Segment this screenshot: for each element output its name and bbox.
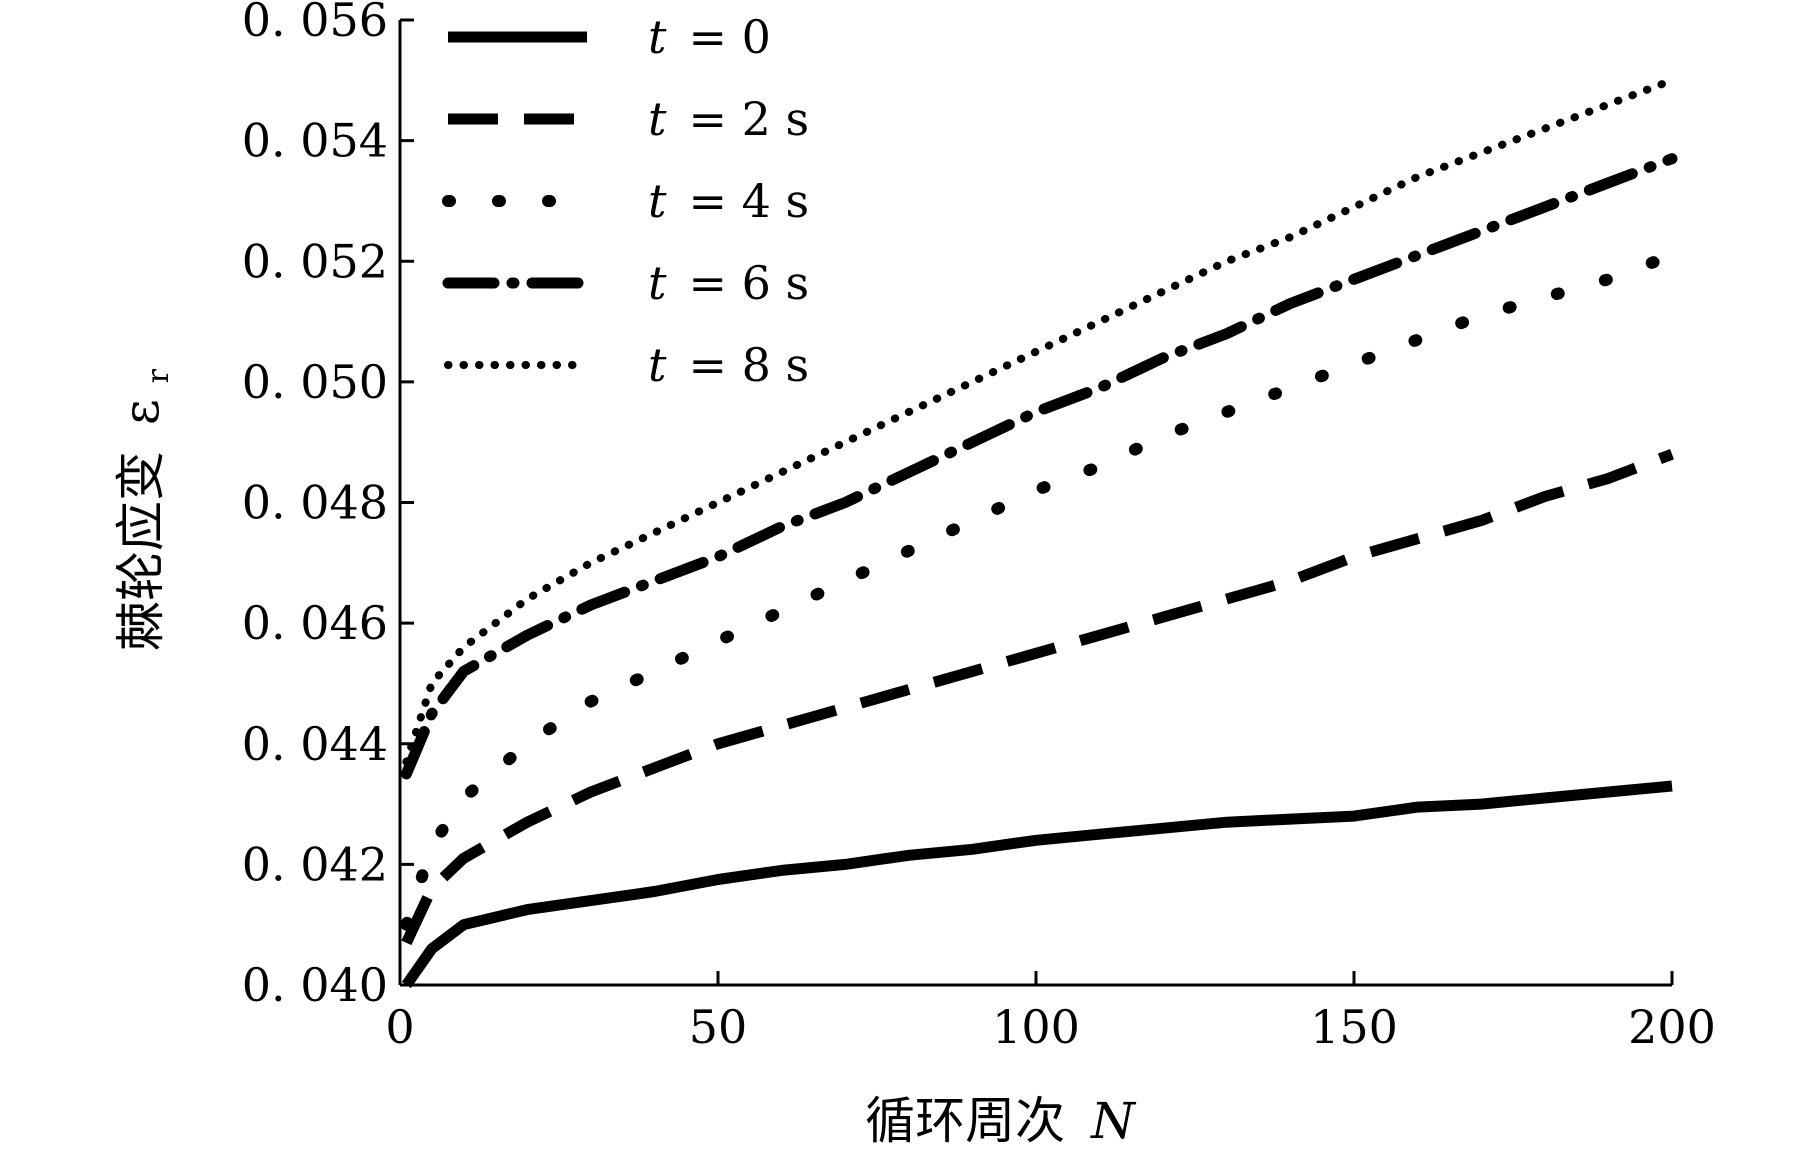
plot-area	[400, 76, 1678, 989]
y-tick-label: 0. 054	[242, 114, 388, 168]
x-axis-title: 循环周次 N	[865, 1092, 1137, 1150]
y-axis-title-text: 棘轮应变	[112, 451, 170, 651]
x-tick-label: 150	[1310, 1000, 1398, 1054]
x-tick-label: 50	[689, 1000, 748, 1054]
x-tick-label: 100	[992, 1000, 1080, 1054]
y-tick-label: 0. 048	[242, 476, 388, 530]
legend-label-4: t = 8 s	[648, 338, 809, 392]
legend-label-variable: t	[648, 10, 667, 64]
y-axis-title-variable: ε	[112, 399, 170, 425]
legend-label-1: t = 2 s	[648, 92, 809, 146]
series-line-4	[402, 76, 1676, 766]
legend-label-value: = 0	[689, 10, 771, 64]
x-tick-label: 200	[1628, 1000, 1716, 1054]
series-line-0	[401, 780, 1673, 989]
legend-label-value: = 6 s	[689, 256, 810, 310]
y-tick-label: 0. 042	[242, 837, 388, 891]
legend-label-value: = 2 s	[689, 92, 810, 146]
y-axis-title: 棘轮应变 ε r	[112, 368, 176, 651]
legend-label-2: t = 4 s	[648, 174, 809, 228]
legend-label-0: t = 0	[648, 10, 771, 64]
legend-label-variable: t	[648, 174, 667, 228]
y-tick-label: 0. 044	[242, 717, 388, 771]
legend-label-3: t = 6 s	[648, 256, 809, 310]
y-tick-label: 0. 050	[242, 355, 388, 409]
legend-label-variable: t	[648, 338, 667, 392]
y-axis-title-subscript: r	[141, 368, 176, 383]
legend-label-value: = 8 s	[689, 338, 810, 392]
x-axis-title-text: 循环周次	[865, 1092, 1065, 1150]
x-axis-title-variable: N	[1090, 1092, 1137, 1150]
legend-label-value: = 4 s	[689, 174, 810, 228]
x-tick-label: 0	[385, 1000, 414, 1054]
series-line-3	[400, 153, 1678, 780]
y-tick-label: 0. 046	[242, 596, 388, 650]
y-tick-label: 0. 052	[242, 234, 388, 288]
tick-marks-and-labels: 0 50 100 150 200 0. 040 0. 042 0. 044 0. 046 0. 0…	[242, 0, 1716, 1054]
legend: t = 0 t = 2 s t = 4 s t = 6 s t = 8 s	[442, 10, 809, 392]
y-tick-label: 0. 040	[242, 958, 388, 1012]
y-tick-label: 0. 056	[242, 0, 388, 47]
series-line-2	[400, 249, 1678, 931]
series-line-1	[401, 449, 1674, 946]
legend-label-variable: t	[648, 92, 667, 146]
legend-label-variable: t	[648, 256, 667, 310]
